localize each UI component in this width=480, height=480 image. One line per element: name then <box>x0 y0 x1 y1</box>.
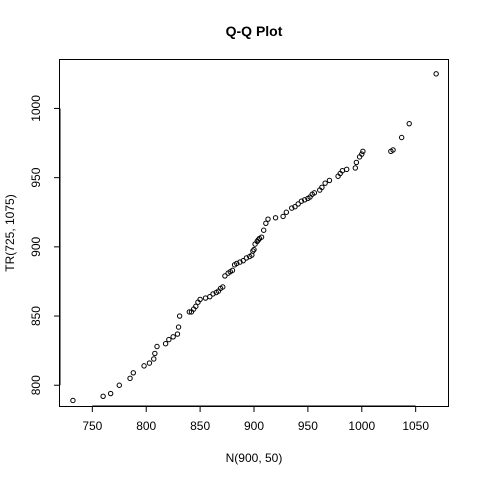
data-point <box>130 370 136 376</box>
data-point <box>154 343 160 350</box>
y-tick-label: 1000 <box>29 95 43 122</box>
y-axis: 800 850 900 950 1000 <box>29 95 61 395</box>
data-point <box>352 165 359 171</box>
data-point <box>263 220 269 227</box>
x-axis: 750 800 850 900 950 1000 1050 <box>82 405 429 433</box>
data-point <box>107 390 114 397</box>
data-point <box>170 334 176 340</box>
chart-title: Q-Q Plot <box>226 23 283 39</box>
data-point <box>234 260 240 267</box>
data-point <box>292 204 298 210</box>
data-point <box>250 248 256 254</box>
data-point <box>283 209 290 215</box>
x-axis-label: N(900, 50) <box>226 451 283 465</box>
data-point <box>243 255 250 261</box>
data-point <box>398 134 405 141</box>
data-point <box>258 234 265 240</box>
x-tick-label: 800 <box>136 419 156 433</box>
data-point <box>193 303 199 310</box>
data-point <box>141 363 147 369</box>
data-point <box>237 259 243 265</box>
data-point <box>222 273 228 279</box>
x-tick-label: 750 <box>82 419 102 433</box>
y-tick-label: 900 <box>29 237 43 257</box>
data-point <box>197 296 203 303</box>
data-point <box>186 309 193 315</box>
data-point <box>166 336 172 343</box>
data-point <box>295 201 301 207</box>
x-tick-label: 1000 <box>348 419 375 433</box>
y-axis-label: TR(725, 1075) <box>3 194 17 271</box>
data-point <box>152 350 158 357</box>
data-point <box>359 151 365 157</box>
data-point <box>343 166 350 173</box>
data-point <box>175 324 182 330</box>
data-point <box>261 227 267 233</box>
data-point <box>265 216 271 222</box>
data-point <box>100 393 106 400</box>
data-point <box>176 313 183 319</box>
x-tick-label: 900 <box>244 419 264 433</box>
data-point <box>162 341 169 347</box>
data-point <box>70 397 76 404</box>
data-point <box>174 331 181 337</box>
data-point <box>255 237 262 243</box>
data-point <box>251 246 257 253</box>
data-point <box>151 356 157 362</box>
data-point <box>406 120 412 127</box>
data-point <box>272 215 279 221</box>
data-point <box>360 148 366 155</box>
x-tick-label: 1050 <box>402 419 429 433</box>
data-point <box>116 382 122 388</box>
data-point <box>210 291 216 297</box>
data-point <box>326 177 333 184</box>
data-point <box>127 375 133 382</box>
y-tick-label: 800 <box>29 375 43 395</box>
data-point <box>319 184 325 191</box>
data-point <box>207 293 213 300</box>
data-point <box>280 213 286 220</box>
data-point <box>220 284 226 290</box>
data-point <box>229 267 236 274</box>
data-point <box>289 205 295 211</box>
data-point <box>322 180 328 186</box>
x-tick-label: 850 <box>190 419 210 433</box>
data-point <box>146 360 153 366</box>
data-point <box>298 198 305 204</box>
x-tick-label: 950 <box>298 419 318 433</box>
y-tick-label: 850 <box>29 306 43 326</box>
y-tick-label: 950 <box>29 167 43 187</box>
data-point <box>353 159 360 166</box>
scatter-points <box>70 71 439 404</box>
data-point <box>433 71 439 77</box>
data-point <box>240 257 246 264</box>
data-point <box>390 147 396 153</box>
data-point <box>311 190 318 196</box>
data-point <box>301 197 308 203</box>
